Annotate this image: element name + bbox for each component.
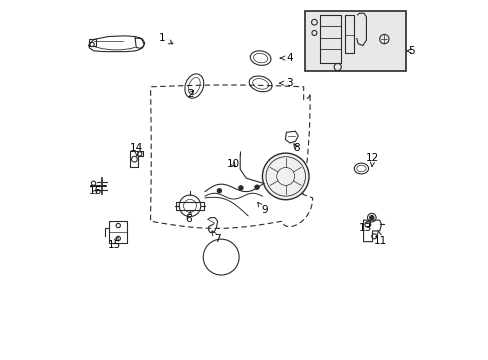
Text: 4: 4 xyxy=(280,53,292,63)
Circle shape xyxy=(238,186,243,190)
Text: 11: 11 xyxy=(373,230,386,246)
Text: 9: 9 xyxy=(257,202,267,216)
Circle shape xyxy=(217,189,221,193)
Text: 6: 6 xyxy=(185,211,192,224)
Text: 8: 8 xyxy=(293,143,299,153)
Text: 1: 1 xyxy=(159,33,173,44)
Text: 10: 10 xyxy=(226,159,239,169)
Circle shape xyxy=(254,185,259,189)
Text: 5: 5 xyxy=(406,46,414,56)
Text: 13: 13 xyxy=(358,220,371,233)
Text: 3: 3 xyxy=(279,78,292,88)
Text: 7: 7 xyxy=(212,231,221,244)
Text: 14: 14 xyxy=(130,143,143,156)
Text: 15: 15 xyxy=(108,237,121,250)
Circle shape xyxy=(369,216,373,220)
Text: 12: 12 xyxy=(366,153,379,167)
FancyBboxPatch shape xyxy=(305,12,405,71)
Circle shape xyxy=(262,153,308,200)
Text: 16: 16 xyxy=(89,186,102,197)
Text: 2: 2 xyxy=(187,89,194,99)
